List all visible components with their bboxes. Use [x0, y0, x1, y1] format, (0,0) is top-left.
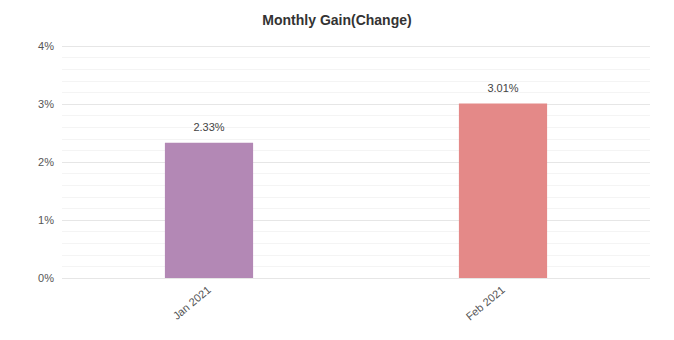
svg-text:Jan 2021: Jan 2021 [170, 283, 212, 321]
svg-text:Monthly Gain(Change): Monthly Gain(Change) [262, 12, 411, 28]
svg-text:0%: 0% [38, 272, 54, 284]
svg-text:2%: 2% [38, 156, 54, 168]
svg-text:2.33%: 2.33% [193, 121, 224, 133]
svg-text:1%: 1% [38, 214, 54, 226]
svg-text:3.01%: 3.01% [487, 82, 518, 94]
svg-text:4%: 4% [38, 40, 54, 52]
svg-text:Feb 2021: Feb 2021 [464, 283, 507, 322]
svg-text:3%: 3% [38, 98, 54, 110]
